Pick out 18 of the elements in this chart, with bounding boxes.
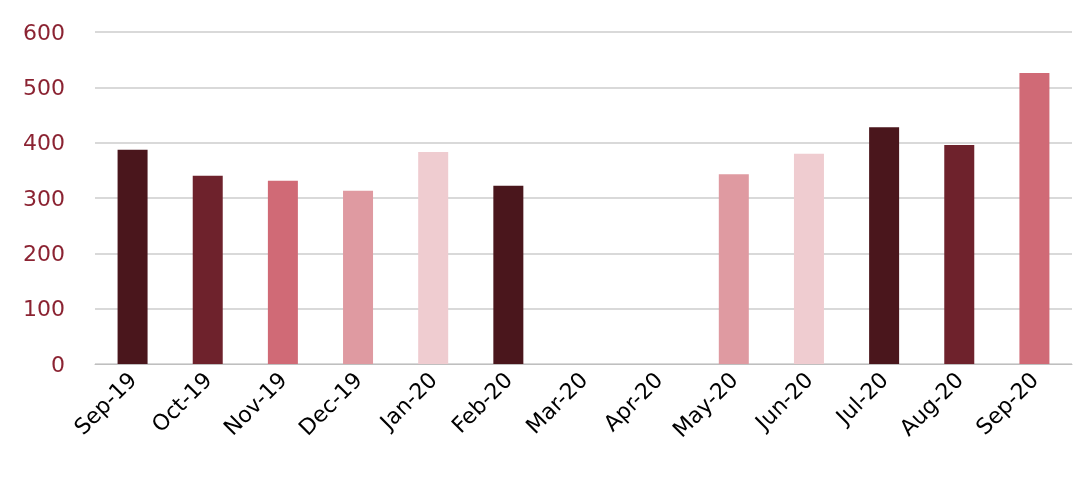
bar [793, 153, 824, 364]
y-tick-label: 200 [23, 240, 65, 266]
bar [944, 144, 975, 364]
bar [493, 185, 524, 364]
y-tick-label: 100 [23, 296, 65, 322]
bar [1019, 72, 1050, 364]
bar [343, 190, 374, 364]
bar [117, 149, 148, 364]
bar [718, 174, 749, 364]
y-tick-label: 0 [51, 351, 65, 377]
y-tick-label: 500 [23, 74, 65, 100]
y-tick-label: 300 [23, 185, 65, 211]
bar [192, 175, 223, 364]
y-tick-label: 400 [23, 130, 65, 156]
bar [418, 152, 449, 364]
bar [869, 127, 900, 364]
bar [267, 180, 298, 364]
y-tick-label: 600 [23, 19, 65, 45]
